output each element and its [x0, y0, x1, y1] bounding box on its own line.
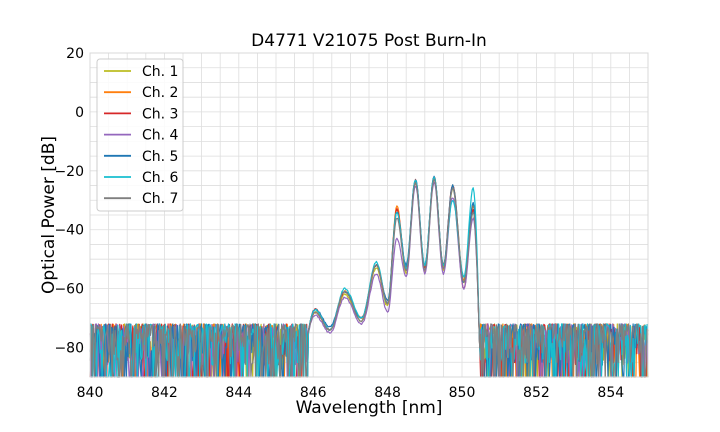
x-tick-label: 844 [225, 385, 252, 401]
legend-entry: Ch. 5 [142, 149, 178, 165]
plot-frame [89, 52, 649, 378]
series-line-ch-7 [89, 178, 649, 378]
y-tick-label: −40 [54, 223, 84, 239]
y-tick-label: −80 [54, 341, 84, 357]
y-axis-label: Optical Power [dB] [39, 136, 59, 294]
y-tick-label: −20 [54, 164, 84, 180]
y-tick-label: 0 [75, 105, 84, 121]
x-tick-label: 846 [300, 385, 327, 401]
x-tick-label: 850 [449, 385, 476, 401]
legend-entry: Ch. 2 [142, 85, 178, 101]
legend-entry: Ch. 6 [142, 170, 179, 186]
legend: Ch. 1 Ch. 2 Ch. 3 Ch. 4 Ch. 5 Ch. 6 Ch. 7 [96, 58, 184, 212]
legend-entry: Ch. 3 [142, 106, 178, 122]
chart-title: D4771 V21075 Post Burn-In [251, 31, 487, 51]
legend-box [96, 58, 184, 212]
x-tick-label: 852 [523, 385, 550, 401]
x-tick-label: 848 [374, 385, 401, 401]
x-tick-label: 854 [597, 385, 624, 401]
y-ticks: 20 0 −20 −40 −60 −80 [54, 46, 84, 357]
x-tick-label: 840 [77, 385, 104, 401]
y-tick-label: −60 [54, 282, 84, 298]
legend-entry: Ch. 7 [142, 191, 178, 207]
legend-entry: Ch. 1 [142, 64, 178, 80]
x-ticks: 840 842 844 846 848 850 852 854 [77, 385, 625, 401]
x-tick-label: 842 [151, 385, 178, 401]
y-tick-label: 20 [66, 46, 84, 62]
legend-entry: Ch. 4 [142, 128, 179, 144]
x-axis-label: Wavelength [nm] [296, 398, 443, 418]
